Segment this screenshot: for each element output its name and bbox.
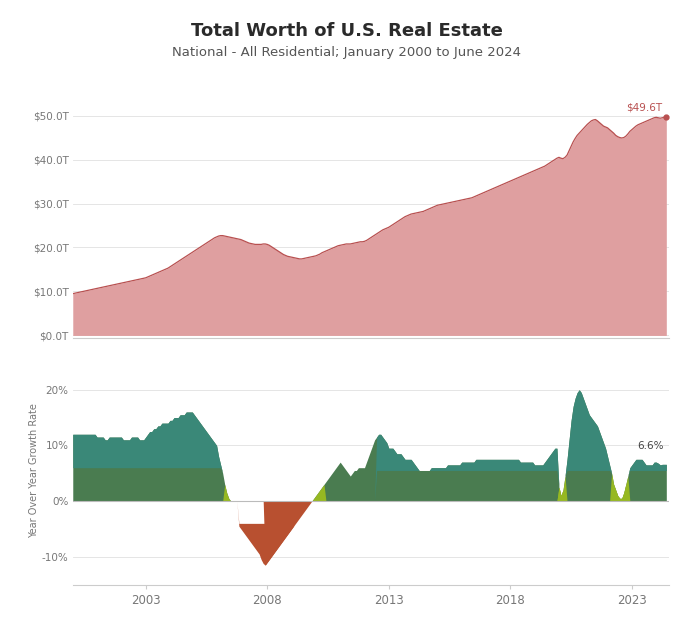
Y-axis label: Year Over Year Growth Rate: Year Over Year Growth Rate <box>29 403 39 538</box>
Text: National - All Residential; January 2000 to June 2024: National - All Residential; January 2000… <box>172 46 521 59</box>
Text: Total Worth of U.S. Real Estate: Total Worth of U.S. Real Estate <box>191 22 502 40</box>
Text: $49.6T: $49.6T <box>626 102 663 112</box>
Text: 6.6%: 6.6% <box>638 441 664 451</box>
